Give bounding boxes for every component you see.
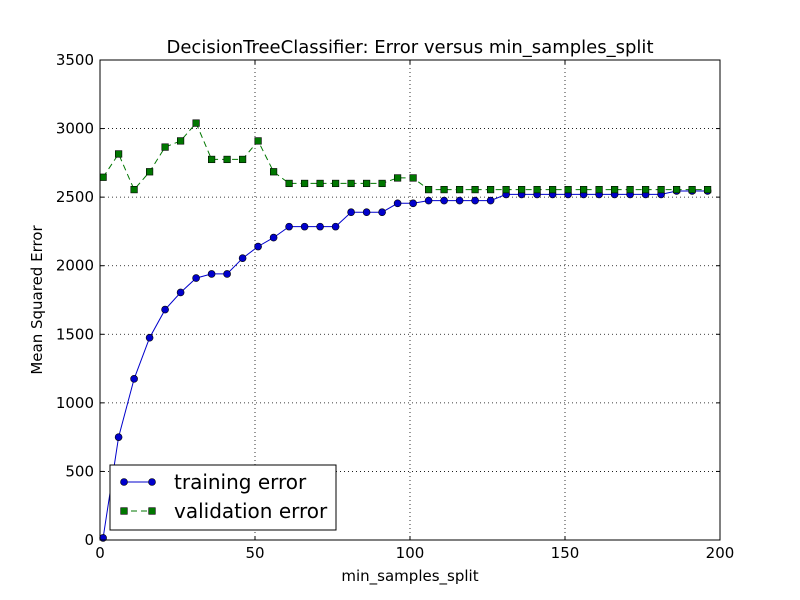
x-tick-label: 50 bbox=[245, 544, 264, 562]
data-point bbox=[378, 179, 386, 188]
data-point bbox=[316, 222, 324, 231]
chart-title: DecisionTreeClassifier: Error versus min… bbox=[166, 37, 653, 58]
data-point bbox=[471, 196, 479, 205]
data-point bbox=[657, 186, 665, 194]
data-point bbox=[517, 186, 526, 194]
data-point bbox=[409, 174, 417, 182]
data-point bbox=[347, 179, 355, 188]
data-point bbox=[440, 196, 448, 205]
data-point bbox=[238, 254, 247, 262]
data-point bbox=[331, 179, 340, 188]
y-axis-label: Mean Squared Error bbox=[28, 225, 46, 375]
series-line bbox=[102, 122, 708, 191]
data-point bbox=[579, 186, 588, 194]
legend-label: validation error bbox=[174, 499, 328, 523]
data-point bbox=[130, 186, 138, 194]
legend-entry: validation error bbox=[120, 499, 328, 523]
y-tick-label: 500 bbox=[65, 462, 94, 480]
data-point bbox=[486, 186, 495, 194]
x-tick-label: 100 bbox=[396, 544, 425, 562]
data-point bbox=[455, 196, 464, 205]
data-point bbox=[703, 186, 712, 194]
data-point bbox=[393, 174, 402, 182]
data-point bbox=[176, 288, 185, 297]
y-tick-label: 0 bbox=[84, 531, 94, 549]
data-point bbox=[626, 186, 634, 194]
data-point bbox=[548, 186, 557, 194]
data-point bbox=[300, 222, 309, 231]
data-point bbox=[378, 208, 386, 217]
data-point bbox=[486, 196, 495, 205]
data-point bbox=[409, 199, 417, 208]
y-tick-label: 1500 bbox=[56, 325, 94, 343]
data-point bbox=[223, 155, 231, 164]
data-point bbox=[208, 155, 216, 164]
data-point bbox=[362, 179, 371, 188]
y-tick-label: 2000 bbox=[56, 257, 94, 275]
data-point bbox=[146, 168, 154, 176]
data-point bbox=[300, 179, 309, 188]
data-point bbox=[269, 233, 278, 242]
data-point bbox=[285, 179, 293, 188]
data-point bbox=[239, 155, 247, 164]
y-tick-label: 3500 bbox=[56, 51, 94, 69]
y-tick-label: 2500 bbox=[56, 188, 94, 206]
data-point bbox=[285, 222, 293, 231]
data-point bbox=[362, 208, 371, 217]
data-point bbox=[393, 199, 402, 208]
data-point bbox=[254, 242, 262, 251]
data-point bbox=[192, 119, 200, 127]
data-point bbox=[254, 137, 262, 145]
data-point bbox=[471, 186, 479, 194]
data-point bbox=[115, 150, 123, 158]
data-point bbox=[641, 186, 650, 194]
data-point bbox=[331, 222, 340, 231]
legend-marker bbox=[148, 507, 156, 515]
data-point bbox=[161, 143, 169, 151]
data-point bbox=[316, 179, 324, 188]
x-tick-label: 0 bbox=[95, 544, 105, 562]
data-point bbox=[440, 186, 448, 194]
data-point bbox=[424, 186, 433, 194]
data-point bbox=[192, 274, 200, 282]
legend-marker bbox=[148, 478, 156, 486]
legend-marker bbox=[120, 507, 128, 515]
data-point bbox=[688, 186, 696, 194]
data-point bbox=[564, 186, 572, 194]
data-point bbox=[114, 433, 123, 441]
data-point bbox=[223, 270, 231, 278]
data-point bbox=[455, 186, 464, 194]
legend-box bbox=[109, 464, 337, 531]
data-point bbox=[269, 168, 278, 176]
legend-label: training error bbox=[174, 470, 307, 494]
data-point bbox=[177, 137, 185, 145]
series-layer bbox=[99, 119, 712, 542]
legend: training error validation error bbox=[109, 464, 337, 531]
legend-entry: training error bbox=[120, 470, 307, 494]
x-axis-label: min_samples_split bbox=[341, 567, 478, 586]
data-point bbox=[595, 186, 603, 194]
legend-marker bbox=[120, 478, 128, 486]
x-tick-label: 150 bbox=[551, 544, 580, 562]
data-point bbox=[672, 186, 681, 194]
y-tick-label: 1000 bbox=[56, 394, 94, 412]
data-point bbox=[347, 208, 355, 217]
data-point bbox=[610, 186, 619, 194]
data-point bbox=[161, 305, 169, 314]
data-point bbox=[424, 196, 433, 205]
data-point bbox=[145, 333, 154, 342]
series-line bbox=[102, 190, 708, 538]
data-point bbox=[533, 186, 541, 194]
data-point bbox=[207, 270, 216, 278]
series-1 bbox=[99, 119, 712, 194]
y-tick-label: 3000 bbox=[56, 120, 94, 138]
data-point bbox=[99, 173, 107, 181]
x-tick-label: 200 bbox=[706, 544, 735, 562]
data-point bbox=[502, 186, 510, 194]
data-point bbox=[130, 375, 138, 383]
